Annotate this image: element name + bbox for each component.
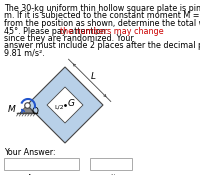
Text: since they are randomized. Your: since they are randomized. Your	[4, 34, 134, 43]
Text: L: L	[91, 72, 96, 81]
Text: m. If it is subjected to the constant moment M = 62 N•m and is released from res: m. If it is subjected to the constant mo…	[4, 12, 200, 20]
Text: O: O	[31, 107, 38, 116]
Text: G: G	[68, 99, 75, 107]
Polygon shape	[47, 87, 83, 123]
Text: units: units	[101, 174, 121, 175]
Bar	[90, 158, 132, 170]
Text: answer must include 2 places after the decimal point, and proper SI unit. Take g: answer must include 2 places after the d…	[4, 41, 200, 51]
Polygon shape	[20, 105, 34, 113]
Text: M: M	[7, 106, 15, 114]
Text: Answer: Answer	[27, 174, 56, 175]
Text: from the position as shown, determine the total work done to it when it has rota: from the position as shown, determine th…	[4, 19, 200, 28]
Text: the numbers may change: the numbers may change	[60, 26, 164, 36]
Text: 45°. Please pay attention:: 45°. Please pay attention:	[4, 26, 111, 36]
Text: The 30-kg uniform thin hollow square plate is pinned at point O, and its side L : The 30-kg uniform thin hollow square pla…	[4, 4, 200, 13]
Text: L/2: L/2	[54, 104, 64, 110]
Text: Your Answer:: Your Answer:	[4, 148, 56, 157]
Bar	[4, 158, 79, 170]
Text: 9.81 m/s².: 9.81 m/s².	[4, 49, 45, 58]
Polygon shape	[27, 67, 103, 143]
